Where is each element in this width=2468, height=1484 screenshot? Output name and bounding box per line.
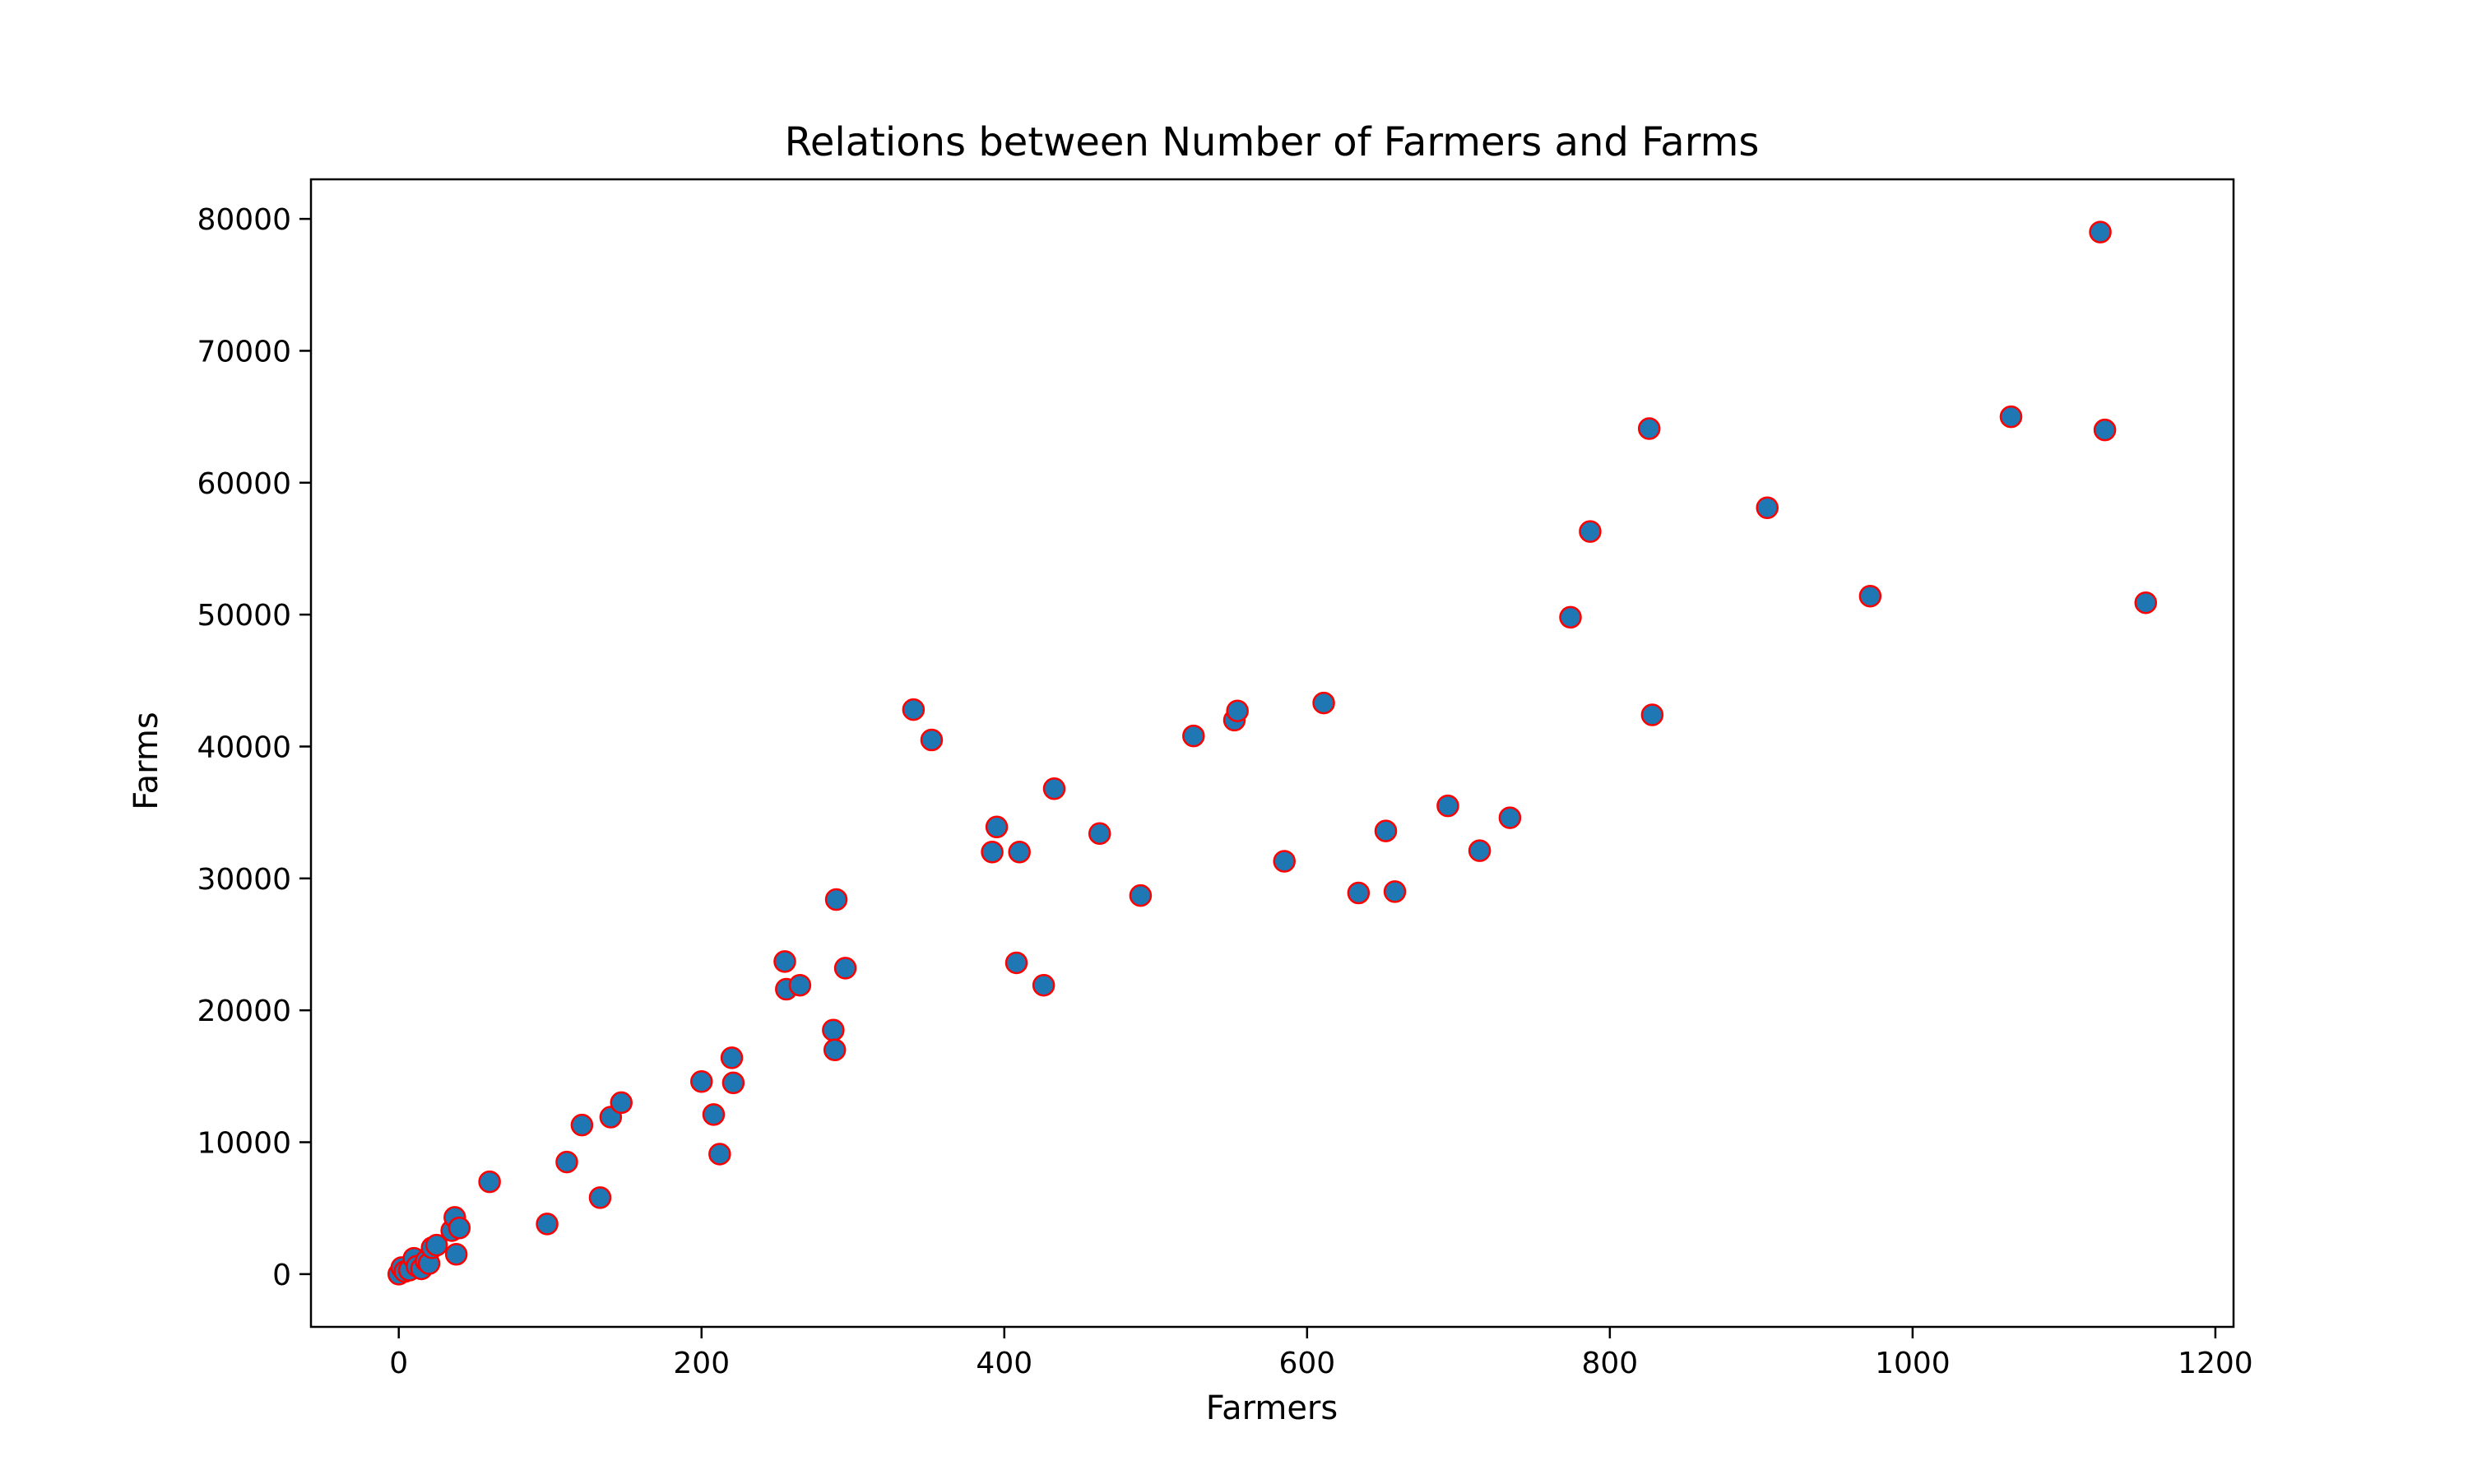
data-point bbox=[1436, 794, 1459, 818]
data-point bbox=[981, 841, 1004, 864]
plot-frame bbox=[309, 178, 2235, 1329]
data-point bbox=[1756, 496, 1779, 520]
data-point bbox=[1226, 699, 1249, 722]
data-point bbox=[1383, 880, 1407, 903]
data-point bbox=[824, 888, 848, 911]
x-tick-label: 400 bbox=[976, 1347, 1032, 1380]
y-tick-label: 0 bbox=[272, 1259, 291, 1292]
data-point bbox=[555, 1150, 578, 1174]
data-point bbox=[1042, 777, 1066, 800]
data-point bbox=[773, 950, 796, 973]
x-tick-label: 600 bbox=[1278, 1347, 1335, 1380]
data-point bbox=[570, 1113, 594, 1137]
data-point bbox=[1032, 973, 1055, 997]
x-tick-label: 0 bbox=[389, 1347, 408, 1380]
data-point bbox=[1374, 819, 1398, 842]
data-point bbox=[1559, 605, 1582, 629]
data-point bbox=[444, 1243, 468, 1266]
x-axis-ticks: 0 200 400 600 800 1000 1200 bbox=[389, 1327, 2253, 1380]
x-tick-label: 800 bbox=[1581, 1347, 1638, 1380]
data-point bbox=[1312, 691, 1335, 715]
data-point bbox=[822, 1018, 845, 1041]
data-point bbox=[536, 1213, 559, 1236]
data-point bbox=[708, 1143, 731, 1166]
data-point bbox=[823, 1038, 847, 1062]
data-point bbox=[1129, 883, 1153, 907]
chart-title: Relations between Number of Farmers and … bbox=[785, 119, 1760, 165]
x-tick-label: 200 bbox=[673, 1347, 730, 1380]
data-point bbox=[1273, 850, 1296, 873]
data-point bbox=[2093, 418, 2117, 442]
data-point bbox=[424, 1233, 448, 1257]
data-point bbox=[478, 1170, 501, 1194]
data-point bbox=[1182, 724, 1205, 748]
data-point bbox=[2134, 591, 2158, 614]
data-point bbox=[1640, 703, 1664, 726]
x-tick-label: 1000 bbox=[1875, 1347, 1951, 1380]
data-point bbox=[1004, 951, 1028, 975]
data-point bbox=[588, 1186, 612, 1209]
data-point bbox=[1347, 881, 1371, 905]
y-tick-label: 80000 bbox=[197, 203, 291, 237]
y-tick-label: 60000 bbox=[197, 467, 291, 501]
y-tick-label: 30000 bbox=[197, 863, 291, 897]
data-point bbox=[1579, 520, 1602, 543]
data-point bbox=[1088, 822, 1111, 846]
data-point bbox=[690, 1070, 713, 1093]
data-point bbox=[702, 1103, 726, 1126]
y-tick-label: 10000 bbox=[197, 1127, 291, 1161]
data-point bbox=[985, 815, 1009, 839]
data-point bbox=[1858, 584, 1882, 608]
data-point bbox=[902, 698, 926, 721]
data-point bbox=[1008, 841, 1031, 864]
y-tick-label: 40000 bbox=[197, 730, 291, 764]
data-point bbox=[721, 1071, 745, 1095]
data-point bbox=[788, 973, 812, 997]
data-point bbox=[1637, 417, 1661, 440]
data-point bbox=[2089, 220, 2112, 243]
data-point bbox=[610, 1091, 633, 1115]
data-point bbox=[833, 957, 857, 980]
data-point bbox=[920, 728, 944, 752]
x-axis-label: Farmers bbox=[1206, 1389, 1338, 1427]
y-tick-label: 70000 bbox=[197, 335, 291, 369]
data-point bbox=[1999, 405, 2023, 429]
scatter-points bbox=[387, 220, 2158, 1286]
y-tick-label: 20000 bbox=[197, 995, 291, 1028]
y-axis-label: Farms bbox=[128, 712, 165, 809]
x-tick-label: 1200 bbox=[2178, 1347, 2253, 1380]
y-axis-ticks: 0 10000 20000 30000 40000 50000 60000 70000 8000… bbox=[197, 203, 311, 1292]
data-point bbox=[1498, 806, 1522, 829]
data-point bbox=[448, 1216, 471, 1240]
data-point bbox=[1468, 839, 1491, 862]
data-point bbox=[720, 1046, 744, 1069]
y-tick-label: 50000 bbox=[197, 599, 291, 633]
